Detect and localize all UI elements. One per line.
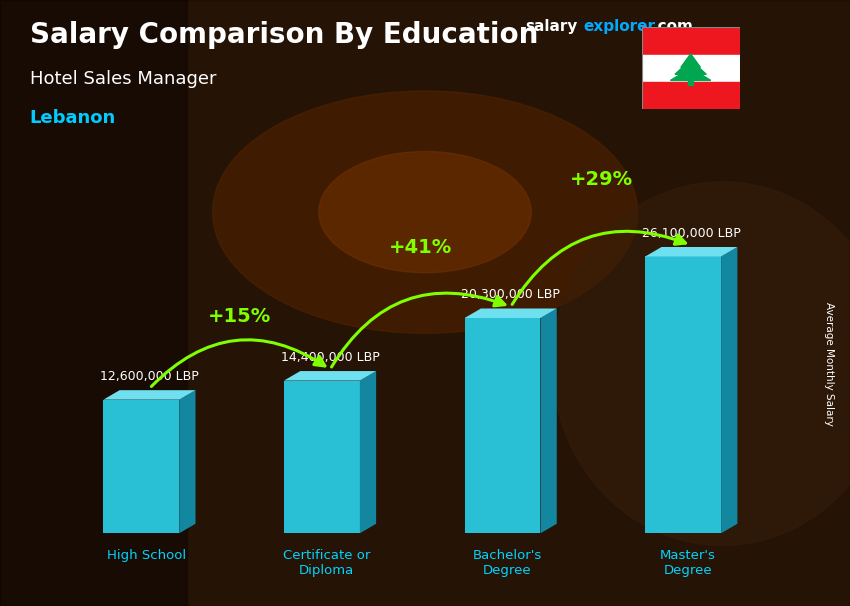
Polygon shape <box>675 60 706 75</box>
Ellipse shape <box>319 152 531 273</box>
Text: .com: .com <box>653 19 694 35</box>
Text: 12,600,000 LBP: 12,600,000 LBP <box>100 370 199 383</box>
Text: 26,100,000 LBP: 26,100,000 LBP <box>642 227 740 239</box>
Polygon shape <box>671 68 711 81</box>
Polygon shape <box>104 390 196 400</box>
Text: Bachelor's
Degree: Bachelor's Degree <box>473 548 542 576</box>
Polygon shape <box>721 247 737 533</box>
Bar <box>645 256 721 533</box>
Text: Salary Comparison By Education: Salary Comparison By Education <box>30 21 538 49</box>
Polygon shape <box>681 54 700 67</box>
Text: +41%: +41% <box>388 238 452 257</box>
Bar <box>284 381 360 533</box>
Text: explorer: explorer <box>583 19 655 35</box>
Bar <box>642 55 740 82</box>
Ellipse shape <box>212 91 638 333</box>
Text: salary: salary <box>525 19 578 35</box>
Bar <box>642 82 740 109</box>
Bar <box>104 400 179 533</box>
Bar <box>0 0 187 606</box>
Text: Certificate or
Diploma: Certificate or Diploma <box>283 548 371 576</box>
Polygon shape <box>465 308 557 318</box>
Text: Lebanon: Lebanon <box>30 109 116 127</box>
Text: 14,400,000 LBP: 14,400,000 LBP <box>280 351 379 364</box>
Text: Master's
Degree: Master's Degree <box>660 548 716 576</box>
Bar <box>688 79 694 85</box>
Text: 20,300,000 LBP: 20,300,000 LBP <box>462 288 560 301</box>
Polygon shape <box>645 247 737 256</box>
Text: Average Monthly Salary: Average Monthly Salary <box>824 302 834 425</box>
Bar <box>465 318 541 533</box>
Polygon shape <box>179 390 196 533</box>
Polygon shape <box>541 308 557 533</box>
Text: +29%: +29% <box>570 170 632 188</box>
Polygon shape <box>360 371 376 533</box>
Bar <box>642 27 740 55</box>
Ellipse shape <box>552 182 850 545</box>
Text: +15%: +15% <box>208 307 271 326</box>
Text: Hotel Sales Manager: Hotel Sales Manager <box>30 70 216 88</box>
Polygon shape <box>284 371 376 381</box>
Text: High School: High School <box>106 548 186 562</box>
